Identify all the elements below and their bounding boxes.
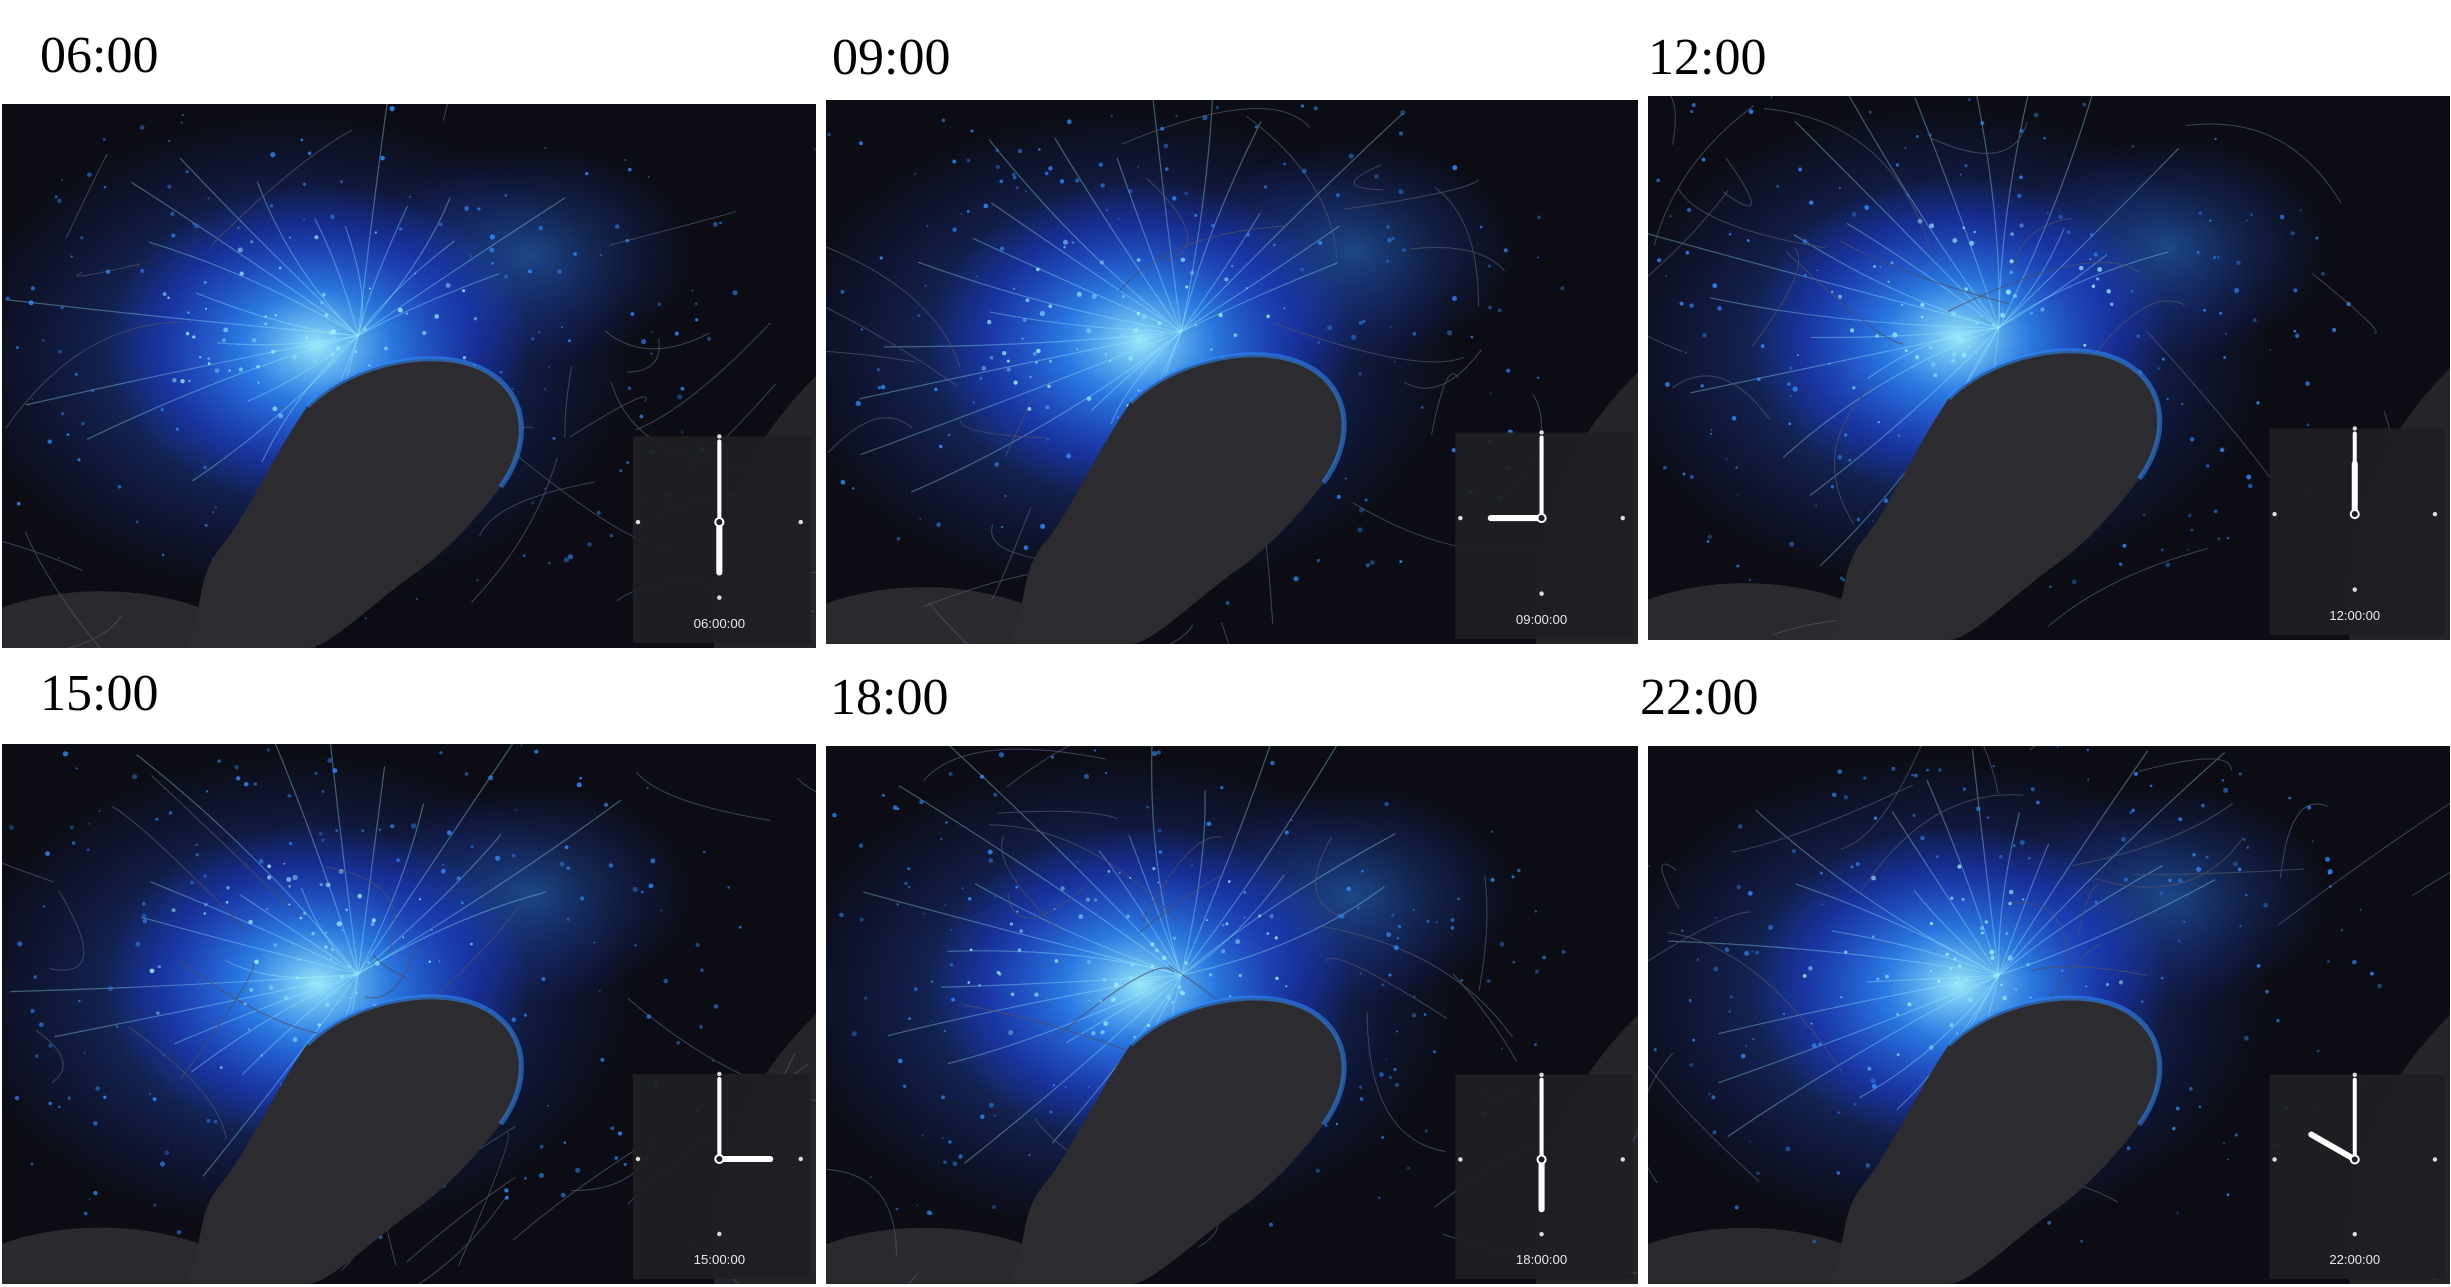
clock-time-label: 09:00:00 [1516, 612, 1567, 627]
clock-hub [1536, 1154, 1547, 1165]
map-panel-4: 15:00:00 [2, 744, 816, 1284]
analog-clock-icon [2272, 426, 2438, 592]
clock-hub [714, 517, 725, 528]
tokyo-bay [185, 996, 522, 1284]
clock-marker [1539, 430, 1544, 435]
clock-marker [717, 1231, 722, 1237]
clock-marker [2432, 511, 2438, 517]
clock-marker [2272, 511, 2277, 517]
clock-panel [2269, 428, 2445, 635]
clock-marker [2352, 1231, 2357, 1237]
clock-marker [2432, 1157, 2438, 1162]
bay-coastline [1128, 995, 1347, 1127]
bay-coastline [305, 994, 524, 1126]
population-density-east [368, 144, 694, 366]
panel-title-1: 06:00 [40, 27, 159, 84]
clock-hub [2349, 509, 2360, 520]
panel-title-5: 18:00 [830, 669, 949, 726]
map-canvas: 12:00:00 [1648, 96, 2450, 640]
clock-marker [2352, 426, 2357, 431]
population-density-east [1191, 785, 1517, 1006]
clock-marker [717, 1071, 722, 1077]
clock-marker [1458, 1157, 1463, 1162]
analog-clock-icon [1458, 1072, 1626, 1237]
bay-coastline [305, 356, 524, 489]
clock-marker [2272, 1157, 2277, 1162]
map-canvas: 15:00:00 [2, 744, 816, 1284]
clock-marker [635, 1156, 641, 1162]
bay-coastline [1128, 352, 1347, 485]
clock-marker [2352, 1072, 2357, 1077]
map-canvas: 09:00:00 [826, 100, 1638, 644]
tokyo-bay [1828, 350, 2160, 640]
panel-title-2: 09:00 [832, 29, 951, 86]
clock-hour-hand [2308, 1131, 2358, 1163]
clock-marker [1620, 515, 1626, 521]
clock-marker [1539, 1072, 1544, 1077]
clock-marker [717, 595, 722, 600]
tokyo-bay [185, 358, 522, 648]
clock-panel [2269, 1074, 2445, 1280]
map-canvas: 18:00:00 [826, 746, 1638, 1284]
clock-marker [717, 434, 722, 439]
clock-time-label: 18:00:00 [1516, 1252, 1567, 1267]
clock-marker [798, 1156, 803, 1162]
analog-clock-icon [2272, 1072, 2438, 1237]
clock-time-label: 22:00:00 [2329, 1252, 2380, 1267]
population-density-east [2008, 785, 2330, 1006]
panel-title-3: 12:00 [1648, 29, 1767, 86]
clock-hub [2349, 1154, 2360, 1165]
clock-hub [1536, 513, 1547, 524]
population-density-east [368, 784, 694, 1004]
tokyo-bay [1008, 354, 1345, 644]
map-panel-6: 22:00:00 [1648, 746, 2450, 1284]
analog-clock-icon [635, 1071, 803, 1237]
clock-marker [1620, 1157, 1626, 1162]
panel-title-6: 22:00 [1640, 669, 1759, 726]
population-dots [1653, 746, 2382, 1249]
tokyo-bay [1008, 997, 1345, 1284]
population-density-east [2008, 136, 2330, 358]
analog-clock-icon [635, 434, 803, 600]
panel-title-4: 15:00 [40, 665, 159, 722]
road-network [1648, 746, 2450, 1280]
clock-marker [635, 519, 641, 525]
map-panel-2: 09:00:00 [826, 100, 1638, 644]
clock-marker [798, 519, 803, 525]
clock-time-label: 12:00:00 [2329, 608, 2380, 623]
map-panel-1: 06:00:00 [2, 104, 816, 648]
clock-marker [1539, 591, 1544, 596]
bay-coastline [1946, 348, 2163, 481]
tokyo-bay [1828, 997, 2160, 1284]
map-panel-3: 12:00:00 [1648, 96, 2450, 640]
analog-clock-icon [1458, 430, 1626, 596]
map-canvas: 06:00:00 [2, 104, 816, 648]
clock-marker [1458, 515, 1463, 521]
population-density-east [1191, 140, 1517, 362]
bay-coastline [1946, 995, 2163, 1127]
clock-hub [714, 1154, 725, 1164]
clock-panel [632, 1074, 811, 1279]
clock-panel [1455, 432, 1633, 639]
clock-marker [2352, 587, 2357, 592]
clock-marker [1539, 1231, 1544, 1237]
clock-time-label: 15:00:00 [694, 1252, 745, 1267]
map-canvas: 22:00:00 [1648, 746, 2450, 1284]
map-panel-5: 18:00:00 [826, 746, 1638, 1284]
clock-time-label: 06:00:00 [694, 616, 745, 631]
